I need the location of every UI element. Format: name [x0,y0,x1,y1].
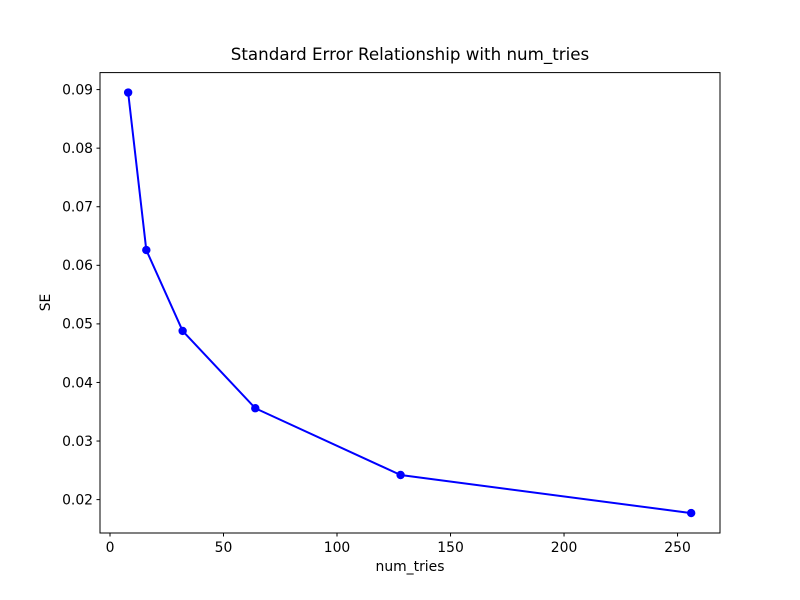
x-tick-label: 150 [437,540,464,556]
x-tick-label: 250 [664,540,691,556]
data-point [142,245,151,255]
plot-area: 0 50 100 150 200 250 0.02 0.03 0.04 0.05 0.06 0.07 0… [62,72,721,556]
y-axis-label: SE [38,294,54,312]
y-tick-label: 0.08 [62,141,93,157]
data-point [686,508,696,518]
y-tick-label: 0.02 [62,492,93,508]
x-tick-label: 100 [324,540,351,556]
x-tick-label: 50 [215,540,233,556]
x-axis-label: num_tries [376,559,445,575]
x-tick-label: 200 [551,540,578,556]
data-point [396,470,405,480]
data-line [127,91,693,515]
x-tick-label: 0 [106,540,115,556]
data-point [178,326,187,336]
y-tick-label: 0.05 [62,317,93,333]
y-tick-label: 0.04 [62,375,93,391]
data-point [123,88,133,97]
y-tick-label: 0.07 [62,200,93,216]
y-tick-label: 0.06 [62,258,93,274]
y-tick-label: 0.03 [62,434,93,450]
plot-border [99,72,721,534]
y-tick-label: 0.09 [62,82,93,98]
chart-title: Standard Error Relationship with num_tri… [231,44,589,65]
data-point [251,404,260,413]
